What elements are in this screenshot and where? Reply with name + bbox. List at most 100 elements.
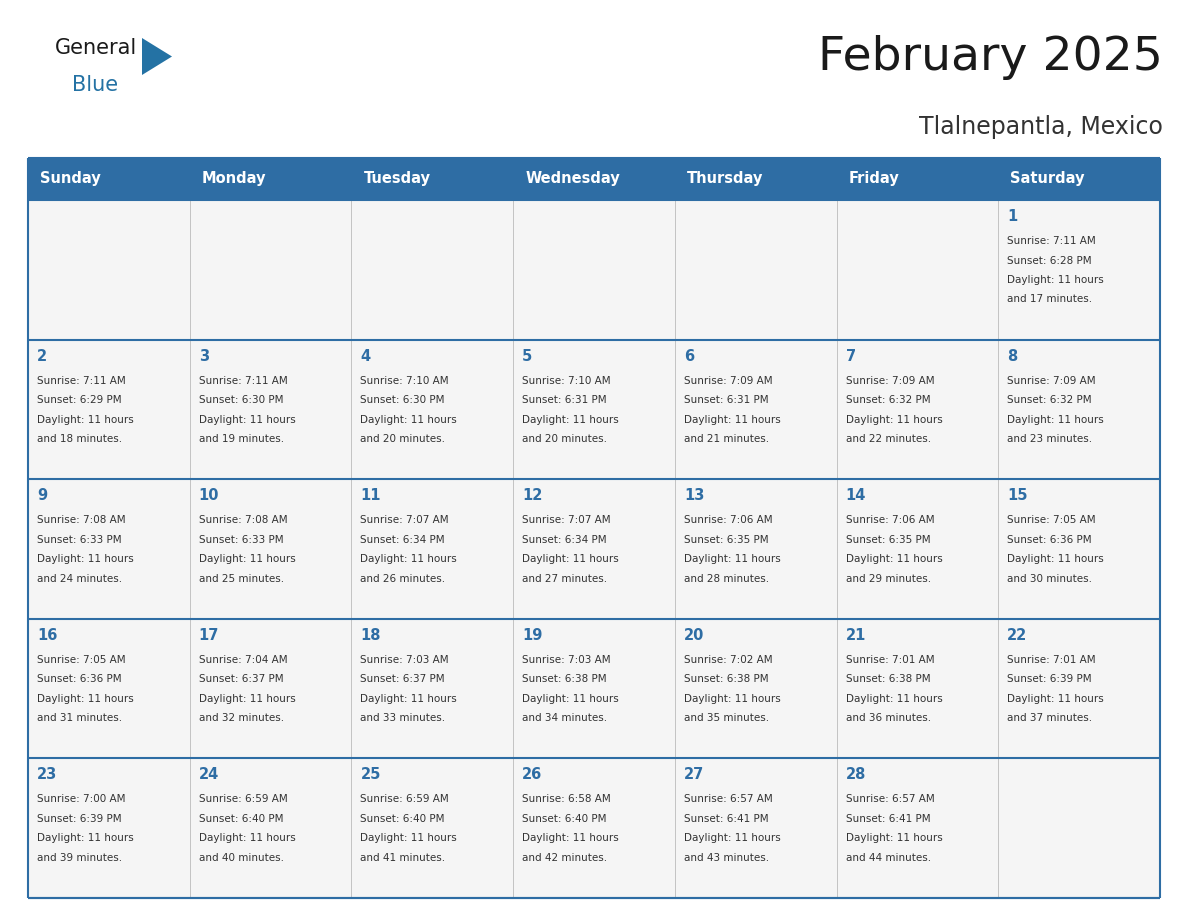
Polygon shape (143, 38, 172, 75)
Text: 25: 25 (360, 767, 381, 782)
Text: Sunrise: 7:01 AM: Sunrise: 7:01 AM (1007, 655, 1095, 665)
Text: Sunrise: 7:06 AM: Sunrise: 7:06 AM (684, 515, 772, 525)
Bar (675, 340, 836, 479)
Bar (190, 758, 352, 898)
Text: and 40 minutes.: and 40 minutes. (198, 853, 284, 863)
Text: Sunrise: 7:03 AM: Sunrise: 7:03 AM (523, 655, 611, 665)
Bar (836, 200, 998, 340)
Text: Sunrise: 7:05 AM: Sunrise: 7:05 AM (1007, 515, 1095, 525)
Text: Sunrise: 7:11 AM: Sunrise: 7:11 AM (37, 375, 126, 386)
Text: 23: 23 (37, 767, 57, 782)
Text: Sunrise: 7:00 AM: Sunrise: 7:00 AM (37, 794, 126, 804)
Text: Sunday: Sunday (40, 172, 101, 186)
Text: Daylight: 11 hours: Daylight: 11 hours (198, 694, 296, 704)
Bar (513, 340, 675, 479)
Text: Sunset: 6:35 PM: Sunset: 6:35 PM (684, 534, 769, 544)
Text: Daylight: 11 hours: Daylight: 11 hours (523, 554, 619, 565)
Text: Sunset: 6:38 PM: Sunset: 6:38 PM (846, 675, 930, 684)
Text: and 31 minutes.: and 31 minutes. (37, 713, 122, 723)
Text: Sunrise: 7:05 AM: Sunrise: 7:05 AM (37, 655, 126, 665)
Text: and 22 minutes.: and 22 minutes. (846, 434, 930, 444)
Text: Sunrise: 6:58 AM: Sunrise: 6:58 AM (523, 794, 611, 804)
Text: and 33 minutes.: and 33 minutes. (360, 713, 446, 723)
Text: Sunset: 6:36 PM: Sunset: 6:36 PM (37, 675, 121, 684)
Bar (513, 200, 675, 340)
Text: Daylight: 11 hours: Daylight: 11 hours (198, 554, 296, 565)
Bar (836, 340, 998, 479)
Text: and 44 minutes.: and 44 minutes. (846, 853, 930, 863)
Text: Sunset: 6:28 PM: Sunset: 6:28 PM (1007, 255, 1092, 265)
Bar (29, 340, 190, 479)
Bar (190, 619, 352, 758)
Text: Sunset: 6:40 PM: Sunset: 6:40 PM (523, 814, 607, 823)
Bar (675, 619, 836, 758)
Text: 22: 22 (1007, 628, 1028, 643)
Text: 20: 20 (684, 628, 704, 643)
Text: and 41 minutes.: and 41 minutes. (360, 853, 446, 863)
Text: Sunrise: 7:08 AM: Sunrise: 7:08 AM (37, 515, 126, 525)
Text: Sunset: 6:37 PM: Sunset: 6:37 PM (198, 675, 284, 684)
Text: Sunrise: 7:03 AM: Sunrise: 7:03 AM (360, 655, 449, 665)
Text: Sunset: 6:37 PM: Sunset: 6:37 PM (360, 675, 446, 684)
Text: 19: 19 (523, 628, 543, 643)
Text: Sunset: 6:34 PM: Sunset: 6:34 PM (523, 534, 607, 544)
Text: Daylight: 11 hours: Daylight: 11 hours (846, 415, 942, 425)
Text: and 29 minutes.: and 29 minutes. (846, 574, 930, 584)
Text: Monday: Monday (202, 172, 266, 186)
Text: and 26 minutes.: and 26 minutes. (360, 574, 446, 584)
Text: Daylight: 11 hours: Daylight: 11 hours (37, 834, 134, 844)
Bar (998, 479, 1159, 619)
Text: Daylight: 11 hours: Daylight: 11 hours (360, 415, 457, 425)
Text: Sunset: 6:30 PM: Sunset: 6:30 PM (360, 395, 446, 405)
Bar (675, 200, 836, 340)
Text: 9: 9 (37, 488, 48, 503)
Text: and 30 minutes.: and 30 minutes. (1007, 574, 1092, 584)
Text: Sunset: 6:33 PM: Sunset: 6:33 PM (198, 534, 284, 544)
Text: Saturday: Saturday (1010, 172, 1085, 186)
Bar (998, 619, 1159, 758)
Text: Sunset: 6:41 PM: Sunset: 6:41 PM (846, 814, 930, 823)
Text: and 24 minutes.: and 24 minutes. (37, 574, 122, 584)
Bar (836, 479, 998, 619)
Text: Sunrise: 7:11 AM: Sunrise: 7:11 AM (1007, 236, 1097, 246)
Text: Daylight: 11 hours: Daylight: 11 hours (360, 554, 457, 565)
Text: and 37 minutes.: and 37 minutes. (1007, 713, 1093, 723)
Bar (29, 479, 190, 619)
Bar (352, 619, 513, 758)
Text: and 36 minutes.: and 36 minutes. (846, 713, 930, 723)
Text: and 25 minutes.: and 25 minutes. (198, 574, 284, 584)
Text: Sunrise: 7:06 AM: Sunrise: 7:06 AM (846, 515, 934, 525)
Text: 24: 24 (198, 767, 219, 782)
Text: 16: 16 (37, 628, 57, 643)
Text: 10: 10 (198, 488, 220, 503)
Text: Daylight: 11 hours: Daylight: 11 hours (37, 415, 134, 425)
Text: Sunset: 6:31 PM: Sunset: 6:31 PM (684, 395, 769, 405)
Bar (29, 158, 1159, 200)
Text: 27: 27 (684, 767, 704, 782)
Text: Sunset: 6:35 PM: Sunset: 6:35 PM (846, 534, 930, 544)
Text: 12: 12 (523, 488, 543, 503)
Text: Daylight: 11 hours: Daylight: 11 hours (846, 834, 942, 844)
Bar (998, 340, 1159, 479)
Text: Daylight: 11 hours: Daylight: 11 hours (360, 834, 457, 844)
Text: Daylight: 11 hours: Daylight: 11 hours (1007, 275, 1104, 285)
Text: Sunrise: 7:10 AM: Sunrise: 7:10 AM (523, 375, 611, 386)
Text: Daylight: 11 hours: Daylight: 11 hours (523, 694, 619, 704)
Text: Daylight: 11 hours: Daylight: 11 hours (684, 834, 781, 844)
Text: Sunrise: 7:10 AM: Sunrise: 7:10 AM (360, 375, 449, 386)
Text: and 19 minutes.: and 19 minutes. (198, 434, 284, 444)
Text: Wednesday: Wednesday (525, 172, 620, 186)
Text: Sunset: 6:36 PM: Sunset: 6:36 PM (1007, 534, 1092, 544)
Bar (998, 200, 1159, 340)
Bar (352, 479, 513, 619)
Text: 21: 21 (846, 628, 866, 643)
Text: and 20 minutes.: and 20 minutes. (360, 434, 446, 444)
Text: Sunrise: 7:11 AM: Sunrise: 7:11 AM (198, 375, 287, 386)
Text: 28: 28 (846, 767, 866, 782)
Text: Sunrise: 7:09 AM: Sunrise: 7:09 AM (846, 375, 934, 386)
Text: Daylight: 11 hours: Daylight: 11 hours (198, 415, 296, 425)
Text: Sunset: 6:31 PM: Sunset: 6:31 PM (523, 395, 607, 405)
Text: and 20 minutes.: and 20 minutes. (523, 434, 607, 444)
Text: and 39 minutes.: and 39 minutes. (37, 853, 122, 863)
Bar (352, 340, 513, 479)
